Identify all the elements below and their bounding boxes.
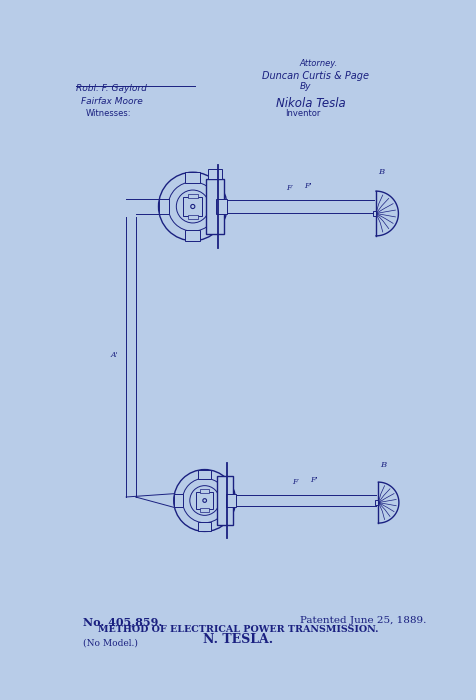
Bar <box>159 199 169 214</box>
Text: Nikola Tesla: Nikola Tesla <box>276 97 346 110</box>
Bar <box>188 215 198 220</box>
Bar <box>217 199 227 214</box>
Bar <box>185 172 200 183</box>
Bar <box>174 494 183 508</box>
Text: Attorney.: Attorney. <box>300 59 338 68</box>
Text: Fairfax Moore: Fairfax Moore <box>81 97 143 106</box>
Bar <box>376 500 378 505</box>
Bar <box>200 489 209 493</box>
Bar <box>183 197 202 216</box>
Text: Duncan Curtis & Page: Duncan Curtis & Page <box>262 71 369 81</box>
Bar <box>226 494 236 508</box>
Text: F: F <box>287 184 292 192</box>
Bar <box>200 508 209 512</box>
Text: Patented June 25, 1889.: Patented June 25, 1889. <box>300 616 426 625</box>
Text: A': A' <box>110 351 118 359</box>
Bar <box>217 476 232 525</box>
Text: Witnesses:: Witnesses: <box>86 108 131 118</box>
Bar <box>198 470 211 479</box>
Text: F: F <box>292 478 298 486</box>
Bar <box>198 522 211 531</box>
Text: B: B <box>378 167 384 176</box>
Text: By: By <box>300 82 311 91</box>
Text: METHOD OF ELECTRICAL POWER TRANSMISSION.: METHOD OF ELECTRICAL POWER TRANSMISSION. <box>98 625 378 634</box>
Bar <box>196 492 213 509</box>
Text: (No Model.): (No Model.) <box>83 638 138 648</box>
Bar <box>373 211 376 216</box>
Text: Robl. F. Gaylord: Robl. F. Gaylord <box>76 84 147 93</box>
Text: F': F' <box>305 182 312 190</box>
Text: Inventor: Inventor <box>286 108 321 118</box>
Text: No. 405,859.: No. 405,859. <box>83 616 162 627</box>
Bar <box>207 179 224 234</box>
Text: B: B <box>380 461 386 469</box>
Bar <box>188 193 198 198</box>
Text: F': F' <box>310 476 317 484</box>
Bar <box>208 169 222 179</box>
Text: N. TESLA.: N. TESLA. <box>203 633 273 646</box>
Bar <box>185 230 200 241</box>
